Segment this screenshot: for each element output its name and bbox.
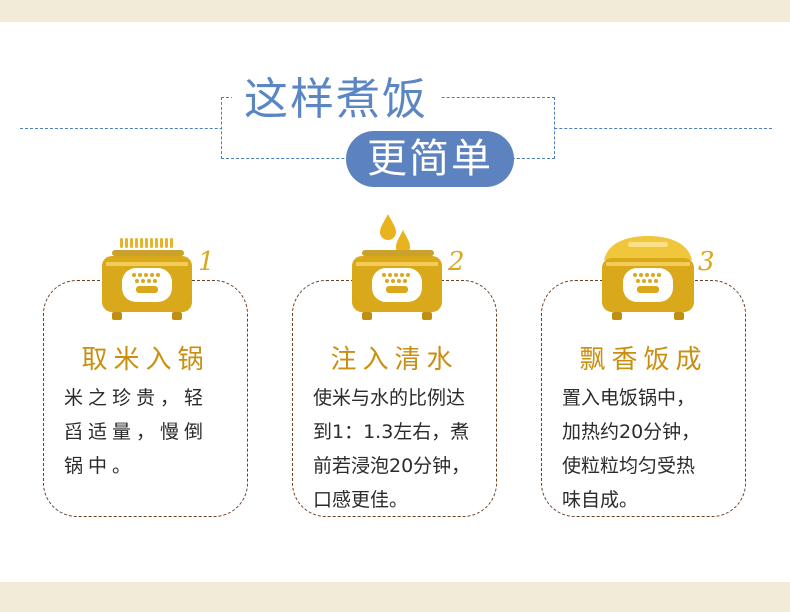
step-3-line: 味自成。	[562, 489, 639, 511]
page-title: 这样煮饭	[232, 72, 440, 128]
step-2-description: 使米与水的比例达 到1：1.3左右，煮 前若浸泡20分钟， 口感更佳。	[313, 381, 481, 517]
step-3-line: 加热约20分钟，	[562, 421, 701, 443]
step-card-1: 取米入锅 米之珍贵，轻 舀适量，慢倒 锅中。	[43, 280, 248, 517]
step-3-title: 飘香饭成	[579, 345, 708, 375]
step-2-line: 前若浸泡20分钟，	[313, 455, 471, 477]
step-1-line: 舀适量，慢倒	[64, 421, 209, 443]
step-1-number: 1	[198, 247, 215, 277]
step-1-line: 锅中。	[64, 455, 137, 477]
rice-cooker-closed-icon: 3	[602, 236, 715, 320]
rice-cooker-with-rice-icon: 1	[102, 238, 215, 320]
step-2-line: 到1：1.3左右，煮	[313, 421, 470, 443]
top-band	[0, 0, 790, 22]
step-2-line: 口感更佳。	[313, 489, 409, 511]
rice-cooker-with-water-drops-icon: 2	[352, 214, 465, 320]
step-card-3: 飘香饭成 置入电饭锅中， 加热约20分钟， 使粒粒均匀受热 味自成。	[541, 280, 746, 517]
step-card-2: 注入清水 使米与水的比例达 到1：1.3左右，煮 前若浸泡20分钟， 口感更佳。	[292, 280, 497, 517]
bottom-band	[0, 582, 790, 612]
step-1-description: 米之珍贵，轻 舀适量，慢倒 锅中。	[64, 381, 232, 483]
step-1-title: 取米入锅	[81, 345, 210, 375]
step-1-line: 米之珍贵，轻	[64, 387, 209, 409]
step-2-line: 使米与水的比例达	[313, 387, 466, 409]
page-subtitle-badge: 更简单	[346, 131, 514, 187]
step-3-number: 3	[698, 247, 715, 277]
step-3-description: 置入电饭锅中， 加热约20分钟， 使粒粒均匀受热 味自成。	[562, 381, 730, 517]
step-3-line: 置入电饭锅中，	[562, 387, 696, 409]
step-2-title: 注入清水	[330, 345, 459, 375]
step-3-line: 使粒粒均匀受热	[562, 455, 696, 477]
step-2-number: 2	[447, 247, 465, 277]
